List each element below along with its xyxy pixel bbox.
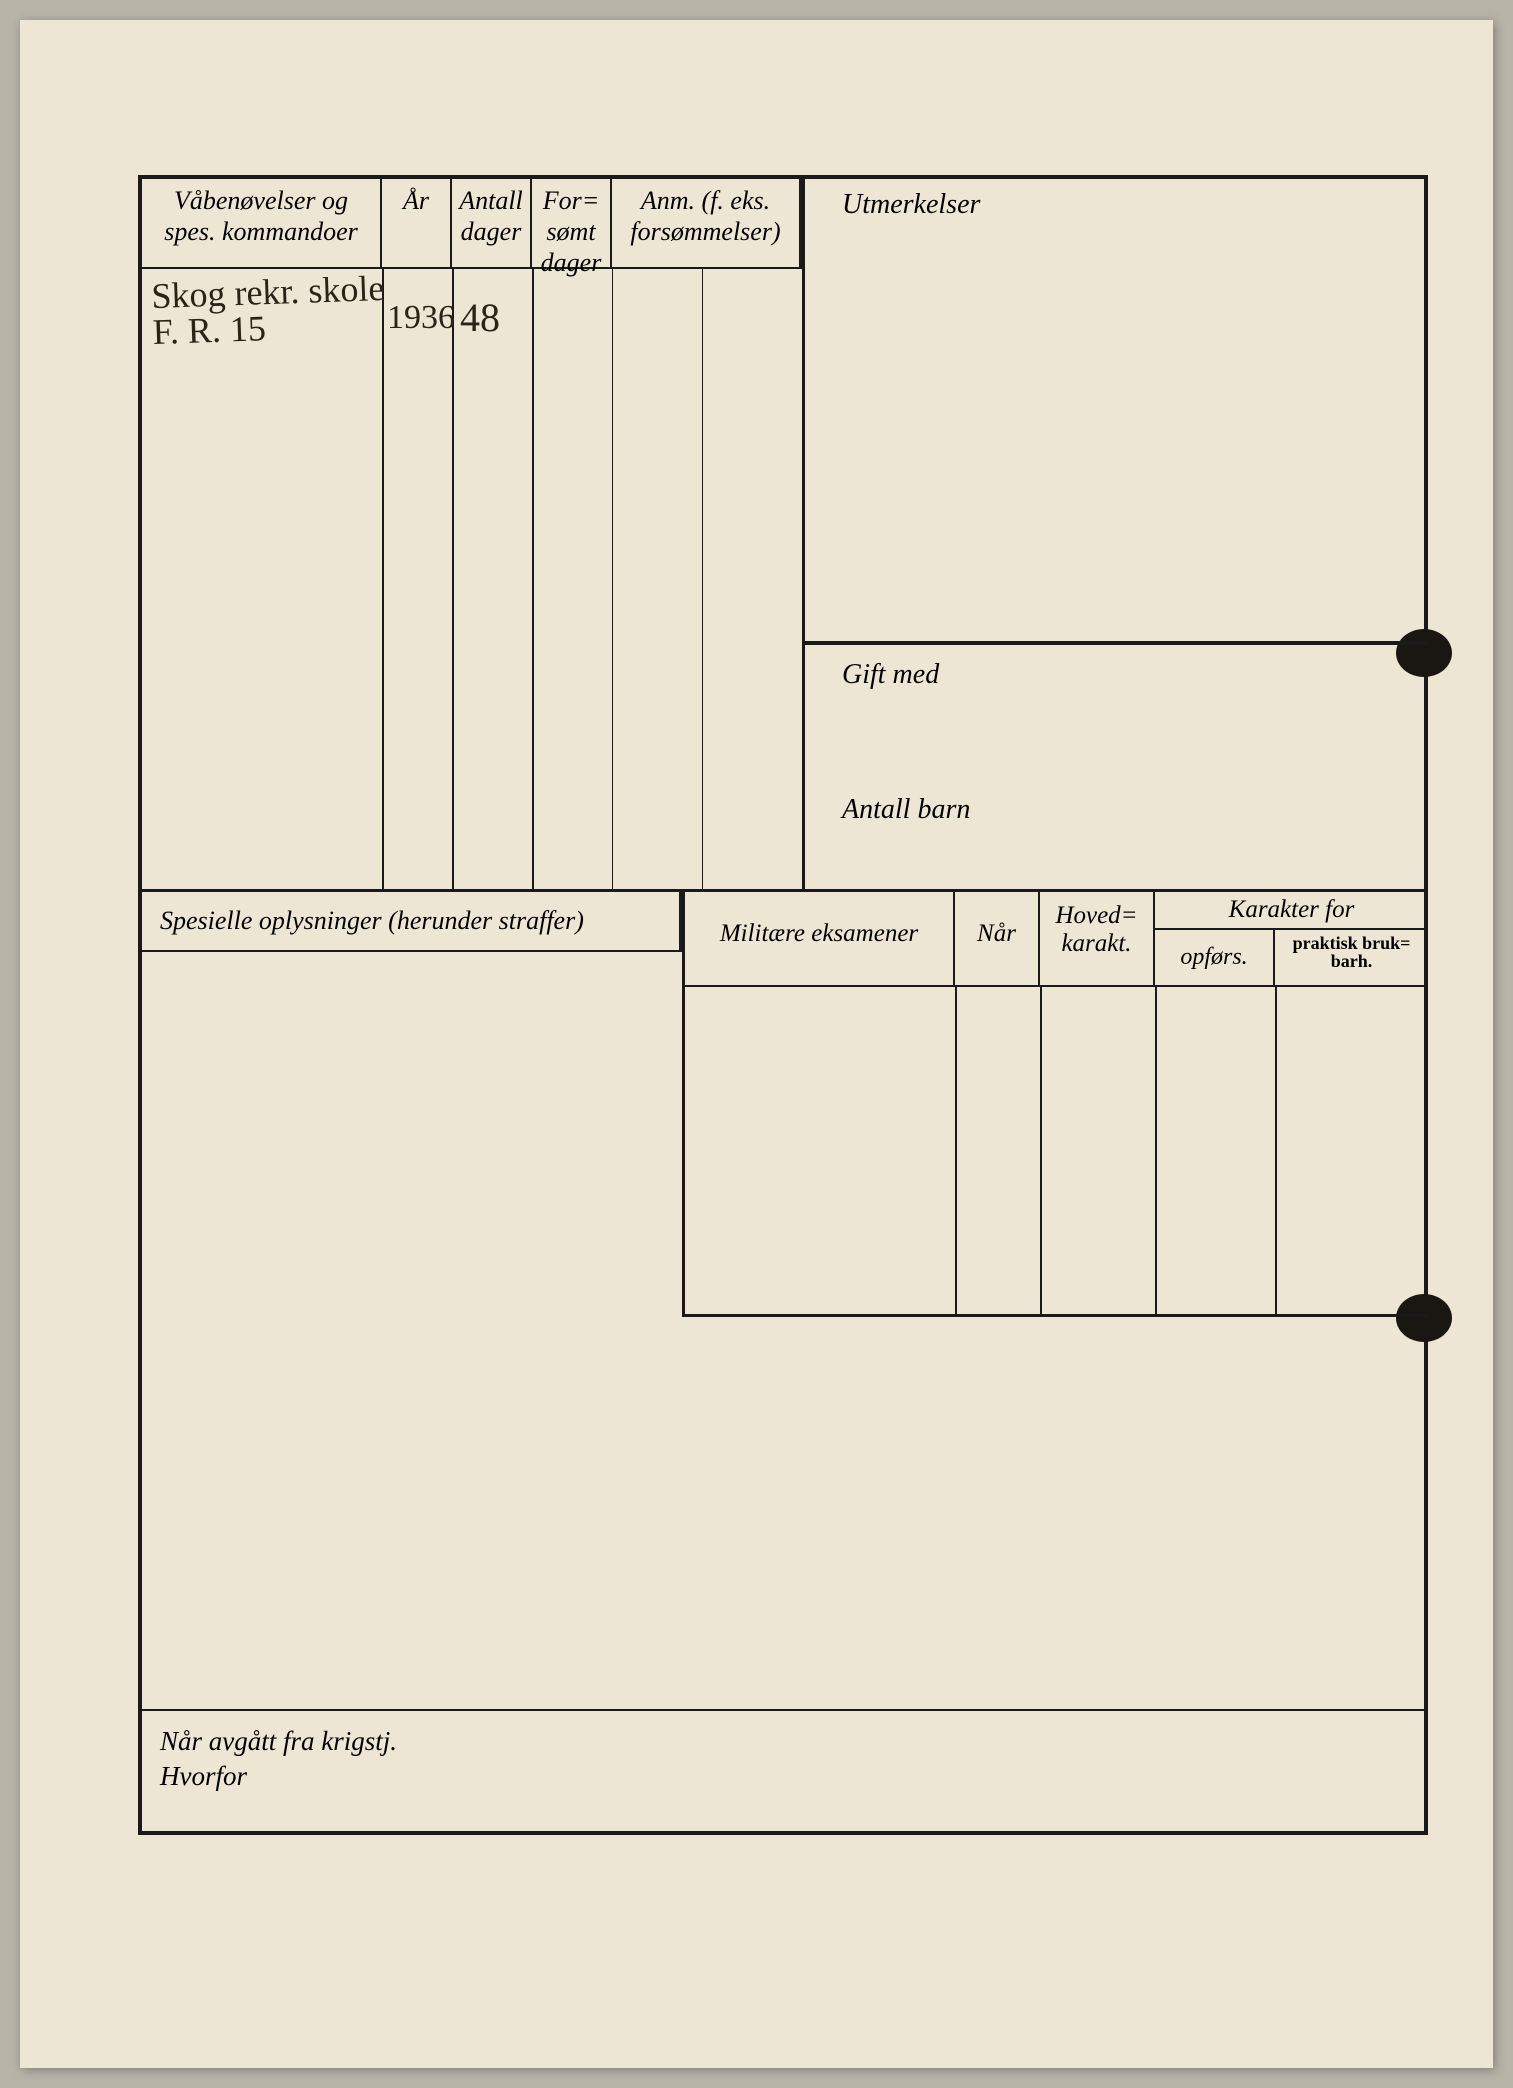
header-naar: Når	[955, 892, 1040, 987]
label-bottom: Når avgått fra krigstj. Hvorfor	[160, 1724, 397, 1794]
header-praktisk: praktisk bruk= barh.	[1275, 930, 1428, 987]
punch-hole	[1396, 1294, 1452, 1342]
label-utmerkelser: Utmerkelser	[842, 189, 980, 221]
label-antall-barn: Antall barn	[842, 794, 970, 826]
punch-hole	[1396, 629, 1452, 677]
exercises-table: Våbenøvelser og spes. kommandoer År Anta…	[142, 179, 802, 889]
cell-antall-dager: 48	[460, 294, 500, 341]
label-naar-avgatt: Når avgått fra krigstj.	[160, 1726, 397, 1756]
header-forsomt-dager: For= sømt dager	[532, 179, 612, 269]
label-gift-med: Gift med	[842, 659, 939, 691]
cell-ar: 1936	[387, 299, 455, 337]
header-anm: Anm. (f. eks. forsømmelser)	[612, 179, 802, 269]
header-antall-dager: Antall dager	[452, 179, 532, 269]
header-spesielle: Spesielle oplysninger (herunder straffer…	[142, 892, 682, 952]
header-hovedkarakt: Hoved= karakt.	[1040, 892, 1155, 987]
main-border: Våbenøvelser og spes. kommandoer År Anta…	[138, 175, 1428, 1835]
header-ar: År	[382, 179, 452, 269]
cell-vaben: Skog rekr. skole F. R. 15	[151, 270, 386, 350]
document-page: Våbenøvelser og spes. kommandoer År Anta…	[20, 20, 1493, 2068]
label-hvorfor: Hvorfor	[160, 1761, 247, 1791]
header-opfors: opførs.	[1155, 930, 1275, 987]
header-karakter-for: Karakter for	[1155, 892, 1428, 930]
header-vaben: Våbenøvelser og spes. kommandoer	[142, 179, 382, 269]
header-militare-eksamener: Militære eksamener	[685, 892, 955, 987]
